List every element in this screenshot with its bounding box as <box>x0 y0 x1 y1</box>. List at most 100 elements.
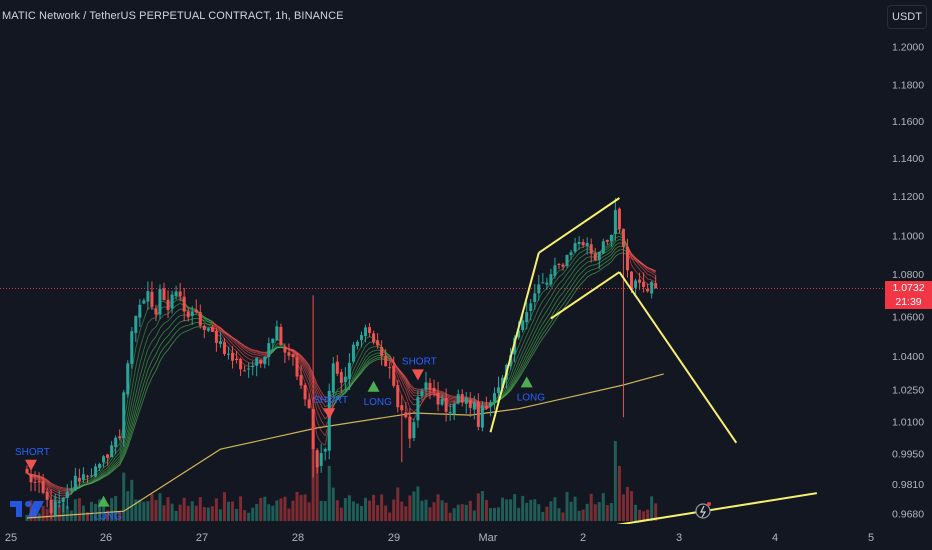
candle-body <box>561 264 565 267</box>
candle-body <box>247 368 251 370</box>
volume-bar <box>267 504 271 521</box>
ribbon-segment <box>248 349 253 353</box>
ribbon-segment <box>304 367 310 376</box>
chart-title: MATIC Network / TetherUS PERPETUAL CONTR… <box>2 10 344 22</box>
ribbon-segment <box>337 393 342 397</box>
volume-bar <box>57 504 61 521</box>
candle-body <box>174 291 178 297</box>
ribbon-segment <box>304 382 310 394</box>
ribbon-segment <box>220 327 225 332</box>
candle-body <box>613 210 617 234</box>
ribbon-segment <box>143 386 149 399</box>
volume-bar <box>630 491 633 521</box>
ribbon-segment <box>546 289 552 296</box>
candle-body <box>283 346 287 353</box>
ribbon-segment <box>562 279 568 287</box>
ribbon-segment <box>341 391 346 395</box>
ribbon-segment <box>409 390 415 397</box>
ribbon-segment <box>643 266 648 272</box>
ribbon-segment <box>83 478 88 481</box>
candle-body <box>404 412 408 418</box>
ribbon-segment <box>450 395 455 397</box>
ribbon-segment <box>143 359 149 374</box>
ribbon-segment <box>369 360 374 365</box>
ribbon-segment <box>188 306 193 309</box>
ribbon-segment <box>393 362 399 369</box>
candle-body <box>186 311 190 318</box>
ribbon-segment <box>46 483 52 490</box>
volume-bar <box>577 510 581 521</box>
candle-body <box>73 475 77 491</box>
ribbon-segment <box>252 353 257 356</box>
ribbon-segment <box>208 319 213 323</box>
ribbon-segment <box>220 332 225 340</box>
ribbon-segment <box>115 458 121 464</box>
ribbon-segment <box>171 325 177 331</box>
ribbon-segment <box>558 286 564 292</box>
time-axis[interactable]: 25 26 27 28 29 Mar 2 3 4 5 <box>0 524 885 550</box>
ribbon-segment <box>534 298 540 309</box>
ribbon-segment <box>566 286 572 293</box>
signal-label: SHORT <box>15 447 50 458</box>
ribbon-segment <box>99 470 104 476</box>
ribbon-segment <box>578 281 584 287</box>
ribbon-segment <box>591 264 596 266</box>
ribbon-segment <box>175 327 181 333</box>
ribbon-segment <box>405 404 411 419</box>
candle-body <box>573 243 577 252</box>
ribbon-segment <box>538 333 544 341</box>
candle-body <box>617 208 621 230</box>
volume-bar <box>605 505 609 521</box>
volume-bar <box>102 506 106 521</box>
ribbon-segment <box>111 462 117 469</box>
ribbon-segment <box>232 338 237 343</box>
volume-bar <box>138 499 142 521</box>
volume-bar <box>650 496 654 521</box>
volume-bar <box>456 504 460 521</box>
ribbon-segment <box>397 369 403 378</box>
volume-bar <box>525 502 529 521</box>
ribbon-segment <box>135 409 141 423</box>
volume-bar <box>432 502 436 521</box>
volume-bar <box>597 502 601 521</box>
volume-bar <box>291 500 295 521</box>
ribbon-segment <box>409 387 415 393</box>
ribbon-segment <box>175 298 181 301</box>
ribbon-segment <box>87 480 92 484</box>
candle-body <box>94 466 98 477</box>
volume-bar <box>589 493 593 521</box>
ribbon-segment <box>441 394 447 398</box>
ribbon-segment <box>159 339 165 347</box>
ribbon-segment <box>272 347 278 351</box>
ribbon-segment <box>240 351 245 357</box>
volume-bar <box>85 512 89 521</box>
bar-countdown: 21:39 <box>895 296 922 308</box>
ribbon-segment <box>244 349 249 353</box>
volume-bar <box>339 507 343 521</box>
ribbon-segment <box>296 351 302 356</box>
ribbon-segment <box>107 462 112 469</box>
currency-selector[interactable]: USDT <box>887 5 927 29</box>
price-axis[interactable]: 1.2000 1.1800 1.1600 1.1400 1.1200 1.1000 1.08… <box>885 0 932 550</box>
ribbon-segment <box>224 335 229 340</box>
trendline-drawings[interactable] <box>489 197 818 529</box>
candle-body <box>521 320 525 331</box>
time-tick-label: 29 <box>388 532 400 544</box>
candle-body <box>126 363 130 395</box>
ribbon-segment <box>175 321 181 326</box>
signal-label: SHORT <box>313 395 348 406</box>
candle-body <box>194 309 198 313</box>
volume-bar <box>380 494 384 521</box>
ribbon-segment <box>610 237 616 247</box>
ribbon-segment <box>514 361 520 372</box>
ribbon-segment <box>651 279 656 283</box>
ribbon-segment <box>361 366 366 373</box>
volume-bar <box>106 510 110 521</box>
ribbon-segment <box>151 336 157 342</box>
ribbon-segment <box>103 461 108 465</box>
ribbon-segment <box>542 323 548 330</box>
slow-moving-average <box>26 373 664 519</box>
candle-body <box>577 241 581 245</box>
volume-bar <box>460 504 464 521</box>
